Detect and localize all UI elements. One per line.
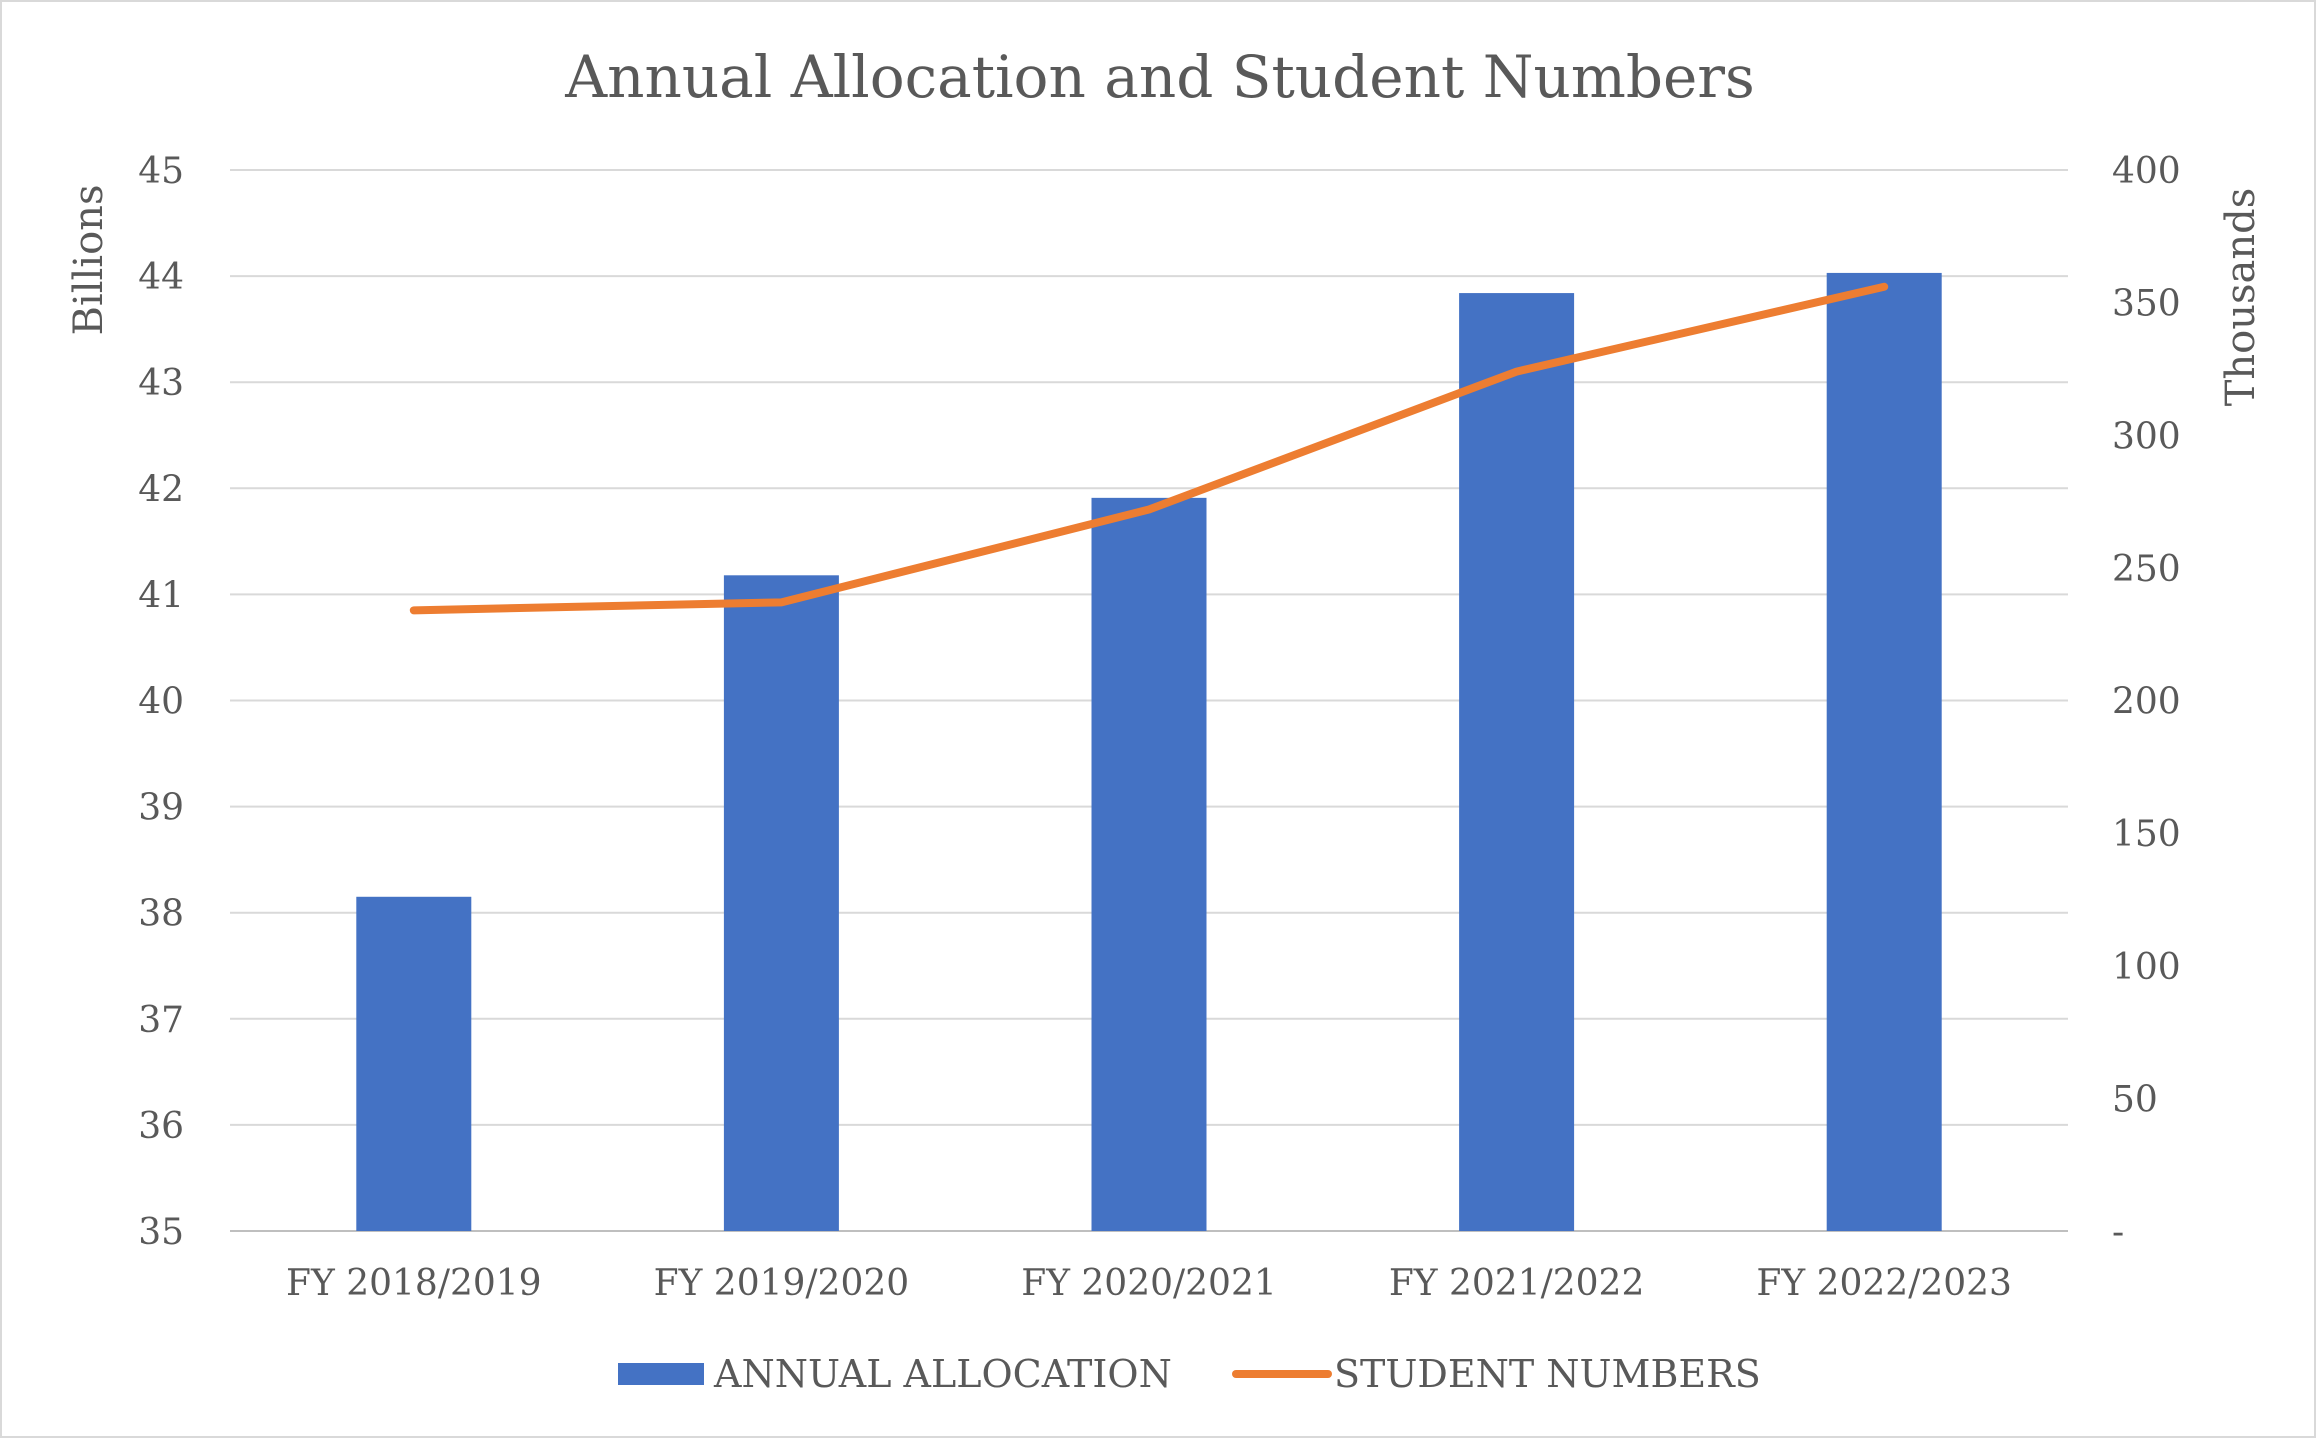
x-tick-label: FY 2019/2020: [654, 1263, 910, 1304]
right-tick-label: 200: [2112, 682, 2181, 723]
right-tick-label: 100: [2112, 947, 2181, 988]
legend: ANNUAL ALLOCATION STUDENT NUMBERS: [618, 1352, 1761, 1396]
line-series: [409, 282, 1889, 615]
left-tick-label: 40: [138, 682, 184, 723]
right-tick-label: -: [2112, 1212, 2124, 1253]
x-tick-label: FY 2018/2019: [286, 1263, 542, 1304]
left-axis-ticks: 35 36 37 38 39 40 41 42 43 44 45: [138, 151, 184, 1253]
x-axis-ticks: FY 2018/2019 FY 2019/2020 FY 2020/2021 FY 2…: [286, 1263, 2012, 1304]
left-axis-title: Billions: [66, 185, 112, 336]
right-tick-label: 150: [2112, 814, 2181, 855]
right-tick-label: 300: [2112, 416, 2181, 457]
legend-label-annual-allocation: ANNUAL ALLOCATION: [713, 1352, 1172, 1396]
left-tick-label: 41: [138, 575, 184, 616]
left-tick-label: 38: [138, 894, 184, 935]
right-tick-label: 50: [2112, 1079, 2158, 1120]
left-tick-label: 37: [138, 1000, 184, 1041]
point-student-numbers: [1516, 371, 1518, 373]
chart-title: Annual Allocation and Student Numbers: [564, 43, 1755, 111]
left-tick-label: 35: [138, 1212, 184, 1253]
bar-annual-allocation: [1091, 497, 1207, 1231]
right-tick-label: 400: [2112, 151, 2181, 192]
left-tick-label: 45: [138, 151, 184, 192]
right-axis-title: Thousands: [2218, 188, 2264, 407]
right-axis-ticks: - 50 100 150 200 250 300 350 400: [2112, 151, 2181, 1253]
point-student-numbers: [413, 609, 415, 611]
x-tick-label: FY 2021/2022: [1389, 1263, 1645, 1304]
legend-swatch-annual-allocation: [618, 1363, 704, 1385]
right-tick-label: 350: [2112, 284, 2181, 325]
right-tick-label: 250: [2112, 549, 2181, 590]
bar-series: [356, 272, 1942, 1231]
point-student-numbers: [1883, 286, 1885, 288]
x-tick-label: FY 2020/2021: [1021, 1263, 1277, 1304]
left-tick-label: 39: [138, 788, 184, 829]
left-tick-label: 36: [138, 1106, 184, 1147]
point-student-numbers: [1148, 509, 1150, 511]
left-tick-label: 43: [138, 363, 184, 404]
legend-label-student-numbers: STUDENT NUMBERS: [1334, 1352, 1761, 1396]
bar-annual-allocation: [356, 896, 472, 1231]
bar-annual-allocation: [1826, 272, 1942, 1231]
point-student-numbers: [780, 601, 782, 603]
x-tick-label: FY 2022/2023: [1756, 1263, 2012, 1304]
bar-annual-allocation: [1459, 293, 1575, 1231]
left-tick-label: 42: [138, 469, 184, 510]
bar-annual-allocation: [723, 575, 839, 1231]
left-tick-label: 44: [138, 257, 184, 298]
